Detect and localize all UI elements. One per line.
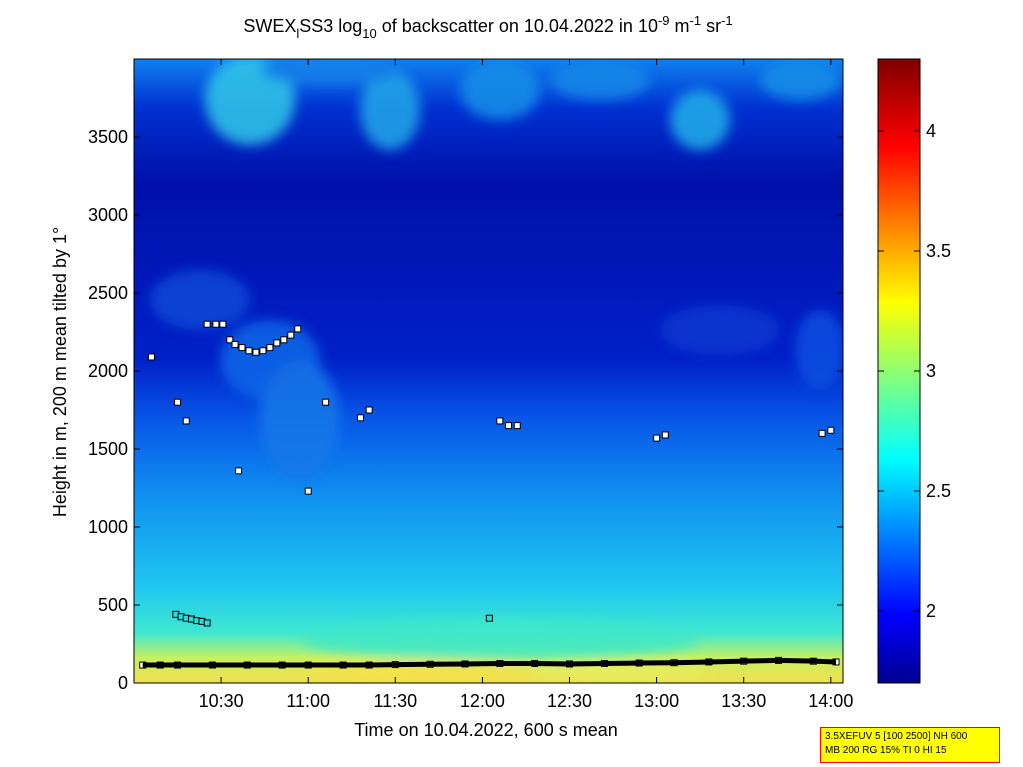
cloud-marker-scattered xyxy=(174,398,182,406)
y-tick-label: 0 xyxy=(118,673,128,693)
cloud-marker-cloud-base-2200m xyxy=(280,336,288,344)
heatmap-area xyxy=(134,59,843,683)
cloud-marker-cloud-base-2200m xyxy=(252,348,260,356)
x-axis: 10:30 11:00 11:30 12:00 12:30 13:00 13:30 14:00 xyxy=(199,59,853,711)
info-line-2: MB 200 RG 15% TI 0 HI 15 xyxy=(825,745,947,756)
x-tick-label: 10:30 xyxy=(199,691,244,711)
colorbar-tick-label: 2.5 xyxy=(926,481,951,501)
x-tick-label: 13:00 xyxy=(634,691,679,711)
cloud-marker-scattered xyxy=(505,422,513,430)
cloud-marker-cloud-base-2200m xyxy=(287,331,295,339)
y-tick-label: 3500 xyxy=(88,127,128,147)
cloud-marker-cloud-base-2200m xyxy=(294,325,302,333)
info-line-1: 3.5XEFUV 5 [100 2500] NH 600 xyxy=(825,731,968,742)
cloud-marker-cloud-base-2200m xyxy=(273,339,281,347)
cloud-marker-cloud-base-2200m xyxy=(238,344,246,352)
cloud-marker-cloud-base-2200m xyxy=(212,320,220,328)
cloud-marker-scattered xyxy=(496,417,504,425)
y-tick-label: 1000 xyxy=(88,517,128,537)
y-axis-label: Height in m, 200 m mean tilted by 1° xyxy=(50,227,70,517)
x-tick-label: 14:00 xyxy=(808,691,853,711)
chart-title: SWEXlSS3 log10 of backscatter on 10.04.2… xyxy=(243,13,732,41)
cloud-marker-cloud-base-2200m xyxy=(245,347,253,355)
cloud-marker-scattered xyxy=(827,426,835,434)
cloud-marker-cloud-base-2200m xyxy=(259,347,267,355)
cloud-marker-cloud-base-2200m xyxy=(266,344,274,352)
cloud-marker-cloud-base-2200m xyxy=(219,320,227,328)
x-tick-label: 12:30 xyxy=(547,691,592,711)
colorbar-tick-label: 2 xyxy=(926,601,936,621)
x-axis-label: Time on 10.04.2022, 600 s mean xyxy=(354,720,618,740)
cloud-marker-scattered xyxy=(147,353,155,361)
cloud-marker-scattered xyxy=(322,398,330,406)
cloud-marker-layer xyxy=(139,320,840,669)
x-tick-label: 13:30 xyxy=(721,691,766,711)
cloud-marker-scattered xyxy=(365,406,373,414)
cloud-marker-low-cloud xyxy=(485,614,493,622)
processing-info-box: 3.5XEFUV 5 [100 2500] NH 600 MB 200 RG 1… xyxy=(820,727,1000,763)
cloud-marker-cloud-base-2200m xyxy=(226,336,234,344)
y-tick-label: 500 xyxy=(98,595,128,615)
cloud-marker-cloud-base-2200m xyxy=(231,340,239,348)
cloud-marker-scattered xyxy=(304,487,312,495)
colorbar-tick-label: 3.5 xyxy=(926,241,951,261)
ground-layer-line xyxy=(142,657,837,668)
colorbar-tick-label: 3 xyxy=(926,361,936,381)
heatmap-texture xyxy=(150,59,843,682)
y-axis: 0 500 1000 1500 2000 2500 3000 3500 xyxy=(88,127,843,693)
y-tick-label: 2500 xyxy=(88,283,128,303)
y-tick-label: 1500 xyxy=(88,439,128,459)
x-tick-label: 12:00 xyxy=(460,691,505,711)
cloud-marker-low-cloud xyxy=(203,619,211,627)
cloud-marker-scattered xyxy=(818,429,826,437)
x-tick-label: 11:00 xyxy=(286,691,330,711)
x-tick-label: 11:30 xyxy=(373,691,417,711)
colorbar-tick-label: 4 xyxy=(926,121,936,141)
cloud-marker-scattered xyxy=(235,467,243,475)
colorbar-axis: 2 2.5 3 3.5 4 xyxy=(878,121,951,621)
cloud-marker-cloud-base-2200m xyxy=(203,320,211,328)
cloud-marker-scattered xyxy=(182,417,190,425)
colorbar xyxy=(878,59,920,683)
cloud-marker-scattered xyxy=(661,431,669,439)
cloud-marker-scattered xyxy=(356,414,364,422)
y-tick-label: 2000 xyxy=(88,361,128,381)
cloud-marker-scattered xyxy=(653,434,661,442)
y-tick-label: 3000 xyxy=(88,205,128,225)
cloud-marker-scattered xyxy=(513,422,521,430)
